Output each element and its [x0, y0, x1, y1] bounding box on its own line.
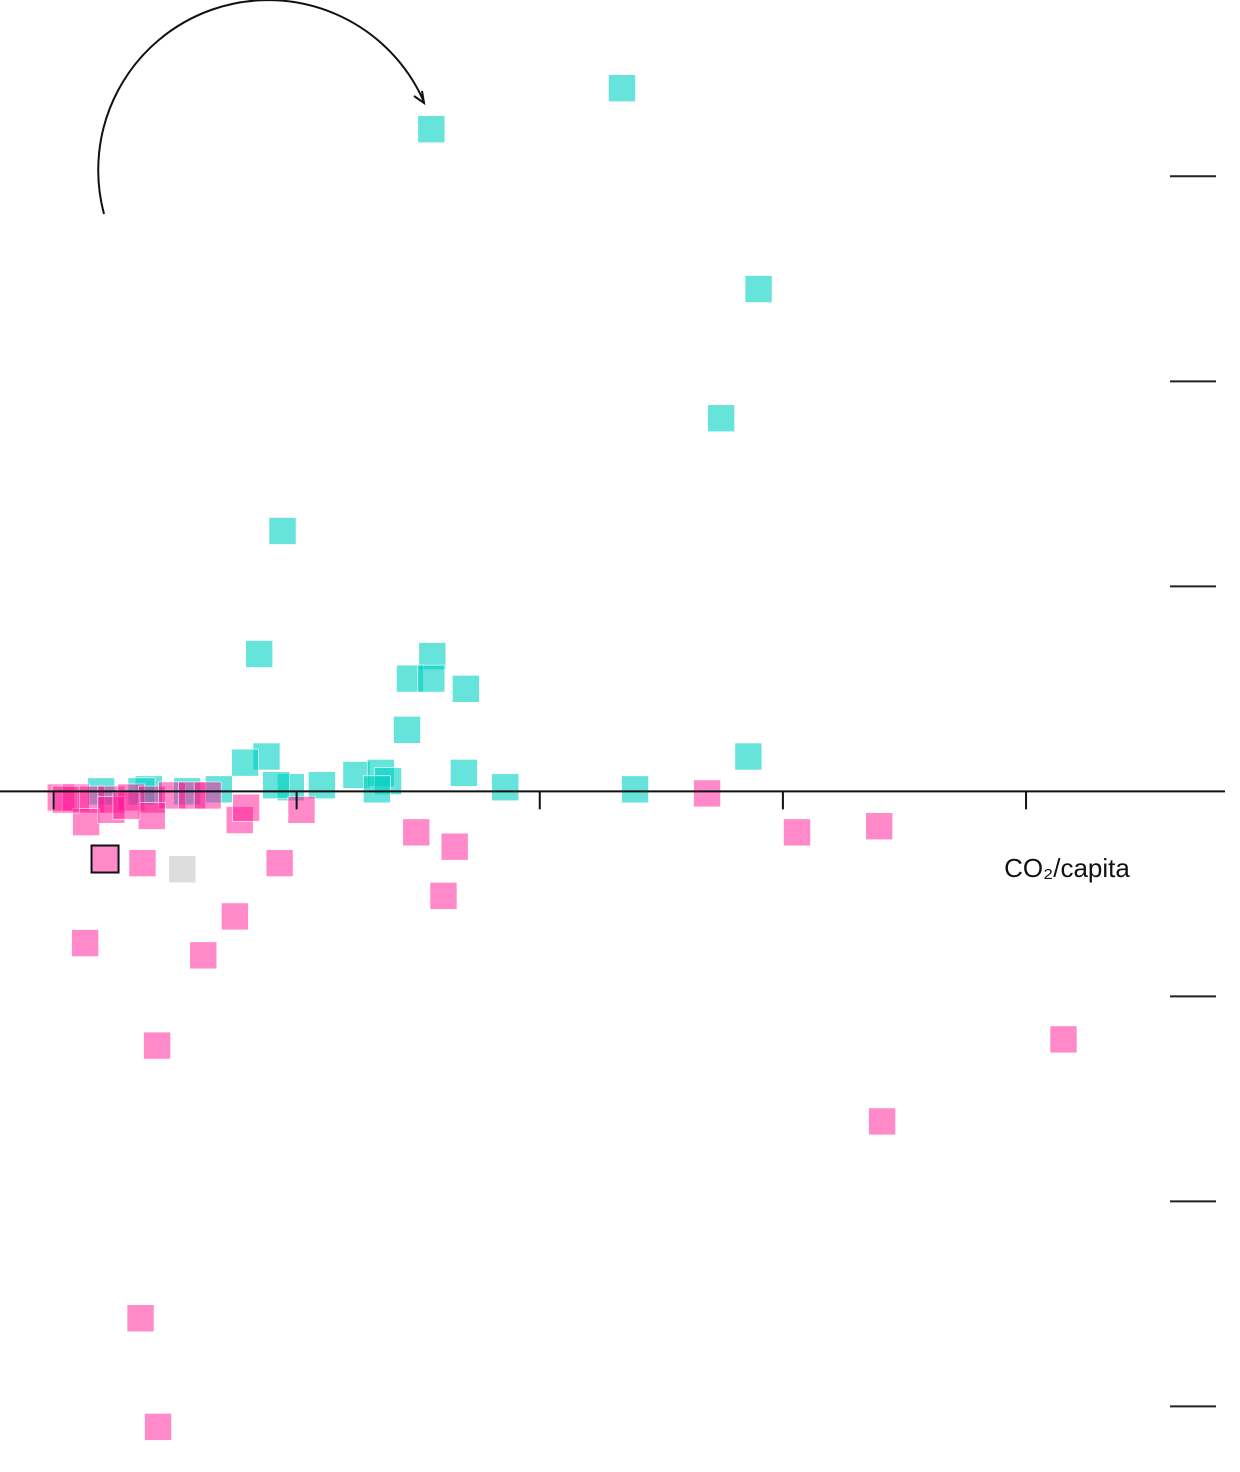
data-point: [621, 775, 649, 804]
data-point: [693, 779, 721, 808]
data-point: [1049, 1025, 1078, 1054]
data-point: [402, 818, 431, 847]
data-point: [128, 849, 157, 877]
data-point: [393, 716, 421, 744]
data-point: [232, 793, 260, 822]
data-point: [417, 115, 446, 143]
data-point: [126, 1304, 155, 1333]
data-point: [112, 791, 141, 820]
data-point: [608, 74, 636, 102]
data-point: [363, 775, 391, 804]
data-point: [450, 759, 478, 787]
x-axis-label: CO₂/capita: [1004, 853, 1130, 883]
data-point: [189, 941, 218, 970]
data-point: [783, 818, 811, 847]
data-point: [429, 882, 458, 910]
data-point: [265, 849, 294, 877]
data-point: [90, 844, 120, 874]
data-point: [734, 742, 763, 771]
data-point: [221, 902, 249, 931]
data-point: [268, 517, 297, 545]
data-point: [744, 275, 773, 303]
data-point: [71, 929, 99, 957]
data-point: [287, 796, 316, 824]
data-point: [193, 781, 222, 810]
data-point: [144, 1413, 172, 1441]
data-point: [262, 771, 291, 800]
data-point: [865, 812, 893, 841]
data-point: [51, 785, 80, 814]
data-point: [868, 1107, 896, 1136]
data-point: [440, 832, 469, 861]
data-point: [308, 771, 336, 800]
data-point: [231, 748, 259, 777]
data-point: [137, 802, 166, 830]
data-point: [168, 855, 197, 884]
data-point: [143, 1031, 171, 1060]
arrow-head: [413, 90, 426, 106]
data-point: [452, 675, 480, 703]
annotation-arrow: [97, 0, 425, 215]
data-point: [417, 664, 446, 693]
data-point: [491, 773, 520, 802]
data-point: [707, 404, 735, 433]
data-point: [245, 640, 273, 668]
